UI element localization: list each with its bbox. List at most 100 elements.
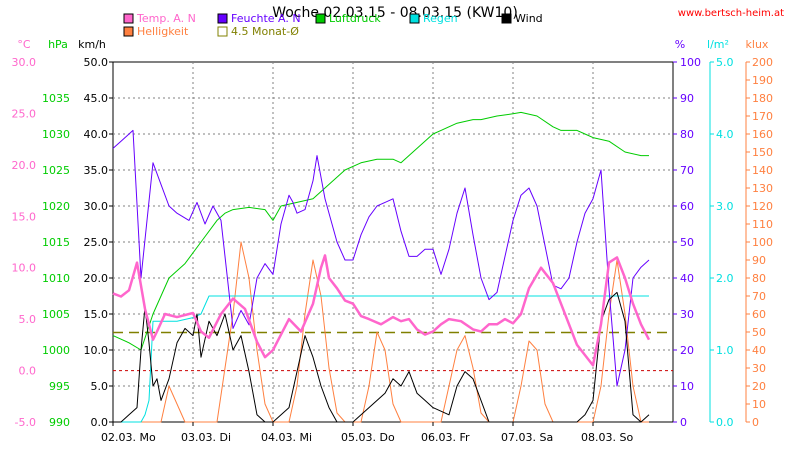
wind-tick-label: 35.0 [84, 164, 109, 177]
x-tick-label: 08.03. So [581, 431, 633, 444]
lux-tick-label: 50 [752, 326, 766, 339]
press-unit-label: hPa [48, 38, 68, 51]
lux-tick-label: 60 [752, 308, 766, 321]
x-tick-label: 03.03. Di [181, 431, 231, 444]
press-tick-label: 1000 [42, 344, 70, 357]
legend-swatch [501, 13, 512, 24]
series-wind-line [113, 291, 650, 423]
lux-tick-label: 170 [752, 110, 773, 123]
temp-tick-label: 15.0 [12, 210, 37, 223]
temp-tick-label: 30.0 [12, 56, 37, 69]
x-axis-labels: 02.03. Mo 03.03. Di 04.03. Mi 05.03. Do 06.0… [101, 422, 633, 444]
hum-tick-label: 80 [680, 128, 694, 141]
rain-tick-label: 4.0 [716, 128, 734, 141]
lux-tick-label: 90 [752, 254, 766, 267]
lux-tick-label: 100 [752, 236, 773, 249]
axis-units: °C hPa km/h% l/m² klux [17, 38, 769, 51]
hum-tick-label: 90 [680, 92, 694, 105]
rain-unit-label: l/m² [707, 38, 729, 51]
x-tick-label: 07.03. Sa [501, 431, 553, 444]
website-label[interactable]: www.bertsch-heim.at [677, 8, 784, 19]
press-tick-label: 1020 [42, 200, 70, 213]
chart-title: Woche 02.03.15 - 08.03.15 (KW10) [272, 5, 518, 21]
series-temp-a-n-line [112, 254, 651, 367]
hum-tick-label: 0 [680, 416, 687, 429]
rain-tick-label: 2.0 [716, 272, 734, 285]
lux-tick-label: 190 [752, 74, 773, 87]
hum-tick-label: 100 [680, 56, 701, 69]
press-tick-label: 1010 [42, 272, 70, 285]
x-tick-label: 02.03. Mo [101, 431, 156, 444]
legend-swatch [217, 26, 228, 37]
legend-label: 4.5 Monat-Ø [231, 25, 299, 38]
lux-unit-label: klux [746, 38, 769, 51]
series-luftdruck-line [112, 111, 649, 351]
lux-tick-label: 130 [752, 182, 773, 195]
wind-tick-label: 5.0 [91, 380, 109, 393]
lux-tick-label: 80 [752, 272, 766, 285]
press-tick-label: 1030 [42, 128, 70, 141]
wind-tick-label: 50.0 [84, 56, 109, 69]
series-regen-line [113, 295, 649, 423]
lux-tick-label: 180 [752, 92, 773, 105]
legend-label: Feuchte A. N [231, 12, 301, 25]
wind-tick-label: 40.0 [84, 128, 109, 141]
legend-label: Temp. A. N [136, 12, 196, 25]
wind-tick-label: 25.0 [84, 236, 109, 249]
legend-label: Helligkeit [137, 25, 189, 38]
lux-tick-label: 20 [752, 380, 766, 393]
x-tick-label: 06.03. Fr [421, 431, 470, 444]
press-tick-label: 1035 [42, 92, 70, 105]
press-tick-label: 1025 [42, 164, 70, 177]
wind-tick-label: 0.0 [91, 416, 109, 429]
x-tick-label: 05.03. Do [341, 431, 395, 444]
legend-swatch [123, 13, 134, 24]
temp-tick-label: 5.0 [19, 313, 37, 326]
wind-tick-label: 45.0 [84, 92, 109, 105]
temp-tick-label: 20.0 [12, 159, 37, 172]
lux-tick-label: 150 [752, 146, 773, 159]
wind-tick-label: 20.0 [84, 272, 109, 285]
wind-tick-label: 30.0 [84, 200, 109, 213]
lux-tick-label: 10 [752, 398, 766, 411]
hum-tick-label: 20 [680, 344, 694, 357]
press-tick-label: 995 [49, 380, 70, 393]
temp-unit-label: °C [17, 38, 31, 51]
legend-swatch [315, 13, 326, 24]
press-tick-label: 1015 [42, 236, 70, 249]
reference-lines [113, 331, 673, 372]
rain-tick-label: 5.0 [716, 56, 734, 69]
hum-tick-label: 40 [680, 272, 694, 285]
lux-tick-label: 120 [752, 200, 773, 213]
wind-tick-label: 15.0 [84, 308, 109, 321]
lux-tick-label: 30 [752, 362, 766, 375]
temp-tick-label: 10.0 [12, 262, 37, 275]
legend-label: Luftdruck [329, 12, 381, 25]
lux-tick-label: 0 [752, 416, 759, 429]
legend-swatch [217, 13, 228, 24]
hum-tick-label: 50 [680, 236, 694, 249]
legend-label: Wind [515, 12, 543, 25]
series-feuchte-a-n-line [112, 129, 650, 387]
legend-swatch [123, 26, 134, 37]
lux-tick-label: 140 [752, 164, 773, 177]
lux-tick-label: 40 [752, 344, 766, 357]
rain-tick-label: 0.0 [716, 416, 734, 429]
press-tick-label: 1005 [42, 308, 70, 321]
legend-swatch [409, 13, 420, 24]
rain-tick-label: 1.0 [716, 344, 734, 357]
wind-unit-label: km/h [78, 38, 106, 51]
lux-tick-label: 110 [752, 218, 773, 231]
lux-tick-label: 70 [752, 290, 766, 303]
lux-tick-label: 160 [752, 128, 773, 141]
hum-unit-label: % [675, 38, 685, 51]
temp-tick-label: 25.0 [12, 107, 37, 120]
hum-tick-label: 10 [680, 380, 694, 393]
hum-tick-label: 70 [680, 164, 694, 177]
hum-tick-label: 30 [680, 308, 694, 321]
x-tick-label: 04.03. Mi [261, 431, 312, 444]
legend-label: Regen [423, 12, 458, 25]
press-tick-label: 990 [49, 416, 70, 429]
